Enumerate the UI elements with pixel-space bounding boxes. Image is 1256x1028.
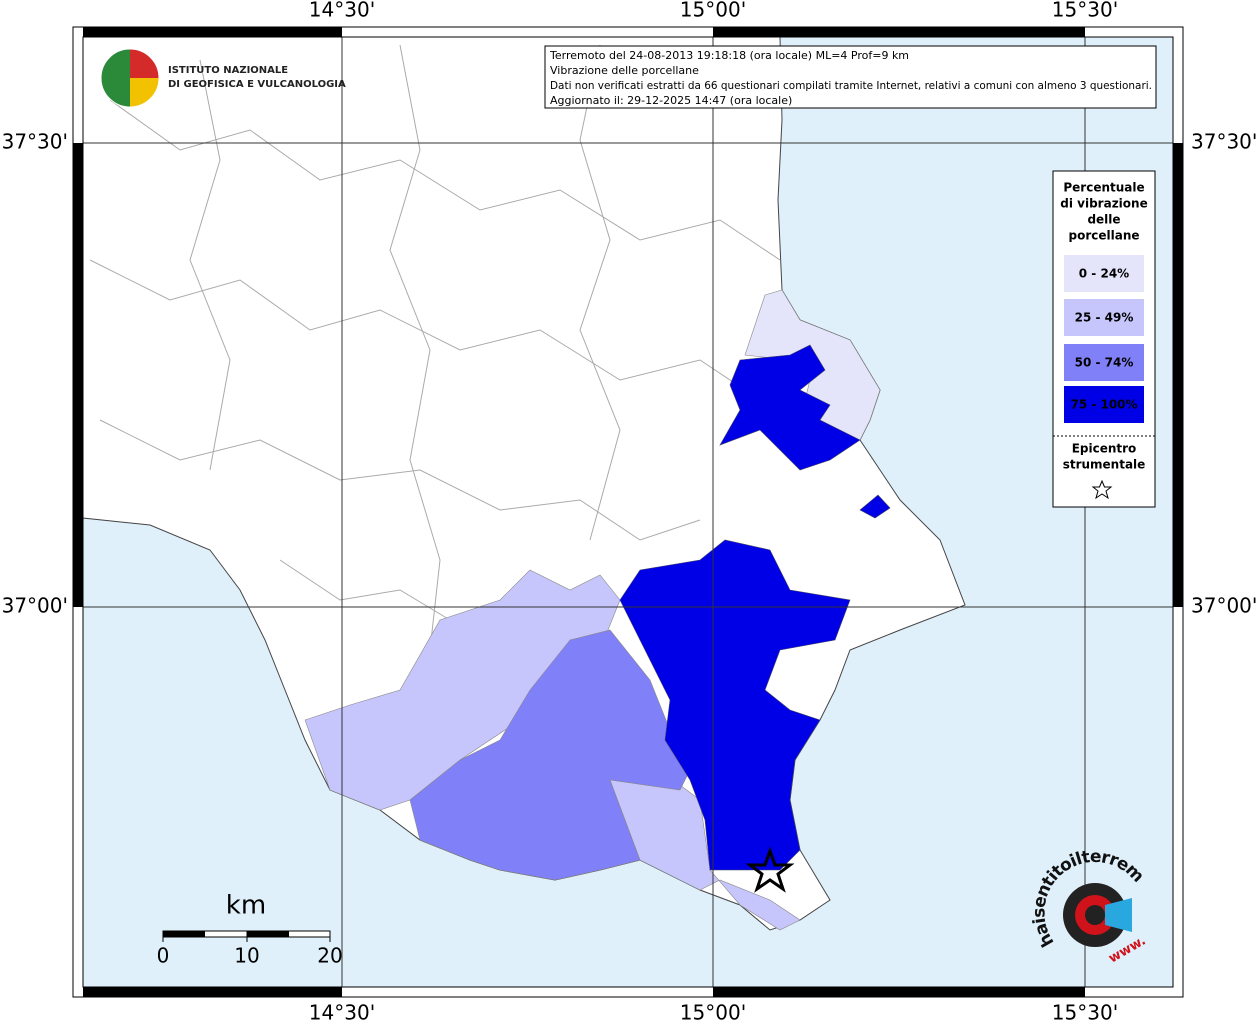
logo-text: ISTITUTO NAZIONALE — [168, 65, 288, 76]
legend-title: di vibrazione — [1060, 197, 1147, 211]
scale-label: 20 — [317, 944, 342, 968]
legend-epicenter: strumentale — [1063, 458, 1146, 472]
region-75-100 — [619, 539, 851, 871]
axis-label: 15°30' — [1052, 0, 1118, 22]
legend-title: Percentuale — [1063, 181, 1144, 195]
region-50-74 — [409, 629, 691, 881]
legend-title: delle — [1087, 213, 1120, 227]
info-line: Aggiornato il: 29-12-2025 14:47 (ora loc… — [550, 94, 792, 107]
region-75-100 — [859, 494, 891, 519]
axis-label: 15°00' — [680, 1001, 746, 1025]
frame — [72, 26, 1184, 998]
axis-label: 14°30' — [309, 1001, 375, 1025]
legend-swatch — [1064, 344, 1144, 381]
axis-label: 37°30' — [1191, 130, 1256, 154]
axis-label: 37°00' — [1191, 594, 1256, 618]
info-line: Dati non verificati estratti da 66 quest… — [550, 79, 1152, 92]
legend-label: 75 - 100% — [1070, 398, 1137, 412]
region-25-49 — [609, 769, 801, 931]
legend-swatch — [1064, 299, 1144, 336]
scale-label: 0 — [157, 944, 170, 968]
graticule — [83, 37, 1173, 987]
scale-bar: km 0 10 20 — [157, 891, 343, 968]
legend-label: 0 - 24% — [1079, 267, 1129, 281]
legend-epicenter: Epicentro — [1072, 442, 1137, 456]
legend: Percentuale di vibrazione delle porcella… — [1052, 170, 1156, 508]
axis-label: 15°00' — [680, 0, 746, 22]
info-box — [544, 45, 1157, 109]
legend-swatch — [1064, 255, 1144, 292]
axis-label: 15°30' — [1052, 1001, 1118, 1025]
info-line: Vibrazione delle porcellane — [550, 64, 699, 77]
ingv-logo: ISTITUTO NAZIONALE DI GEOFISICA E VULCAN… — [100, 48, 346, 108]
epicenter — [745, 846, 795, 893]
borders — [89, 44, 781, 651]
axis-label: 37°30' — [2, 130, 68, 154]
legend-label: 50 - 74% — [1075, 356, 1134, 370]
legend-title: porcellane — [1068, 229, 1139, 243]
info-line: Terremoto del 24-08-2013 19:18:18 (ora l… — [549, 49, 909, 62]
scale-unit: km — [226, 891, 266, 921]
axis-label: 14°30' — [309, 0, 375, 22]
region-75-100 — [719, 344, 861, 471]
axis-label: 37°00' — [2, 594, 68, 618]
logo-text: DI GEOFISICA E VULCANOLOGIA — [168, 79, 346, 90]
legend-label: 25 - 49% — [1075, 311, 1134, 325]
scale-label: 10 — [234, 944, 259, 968]
legend-swatch — [1064, 386, 1144, 423]
